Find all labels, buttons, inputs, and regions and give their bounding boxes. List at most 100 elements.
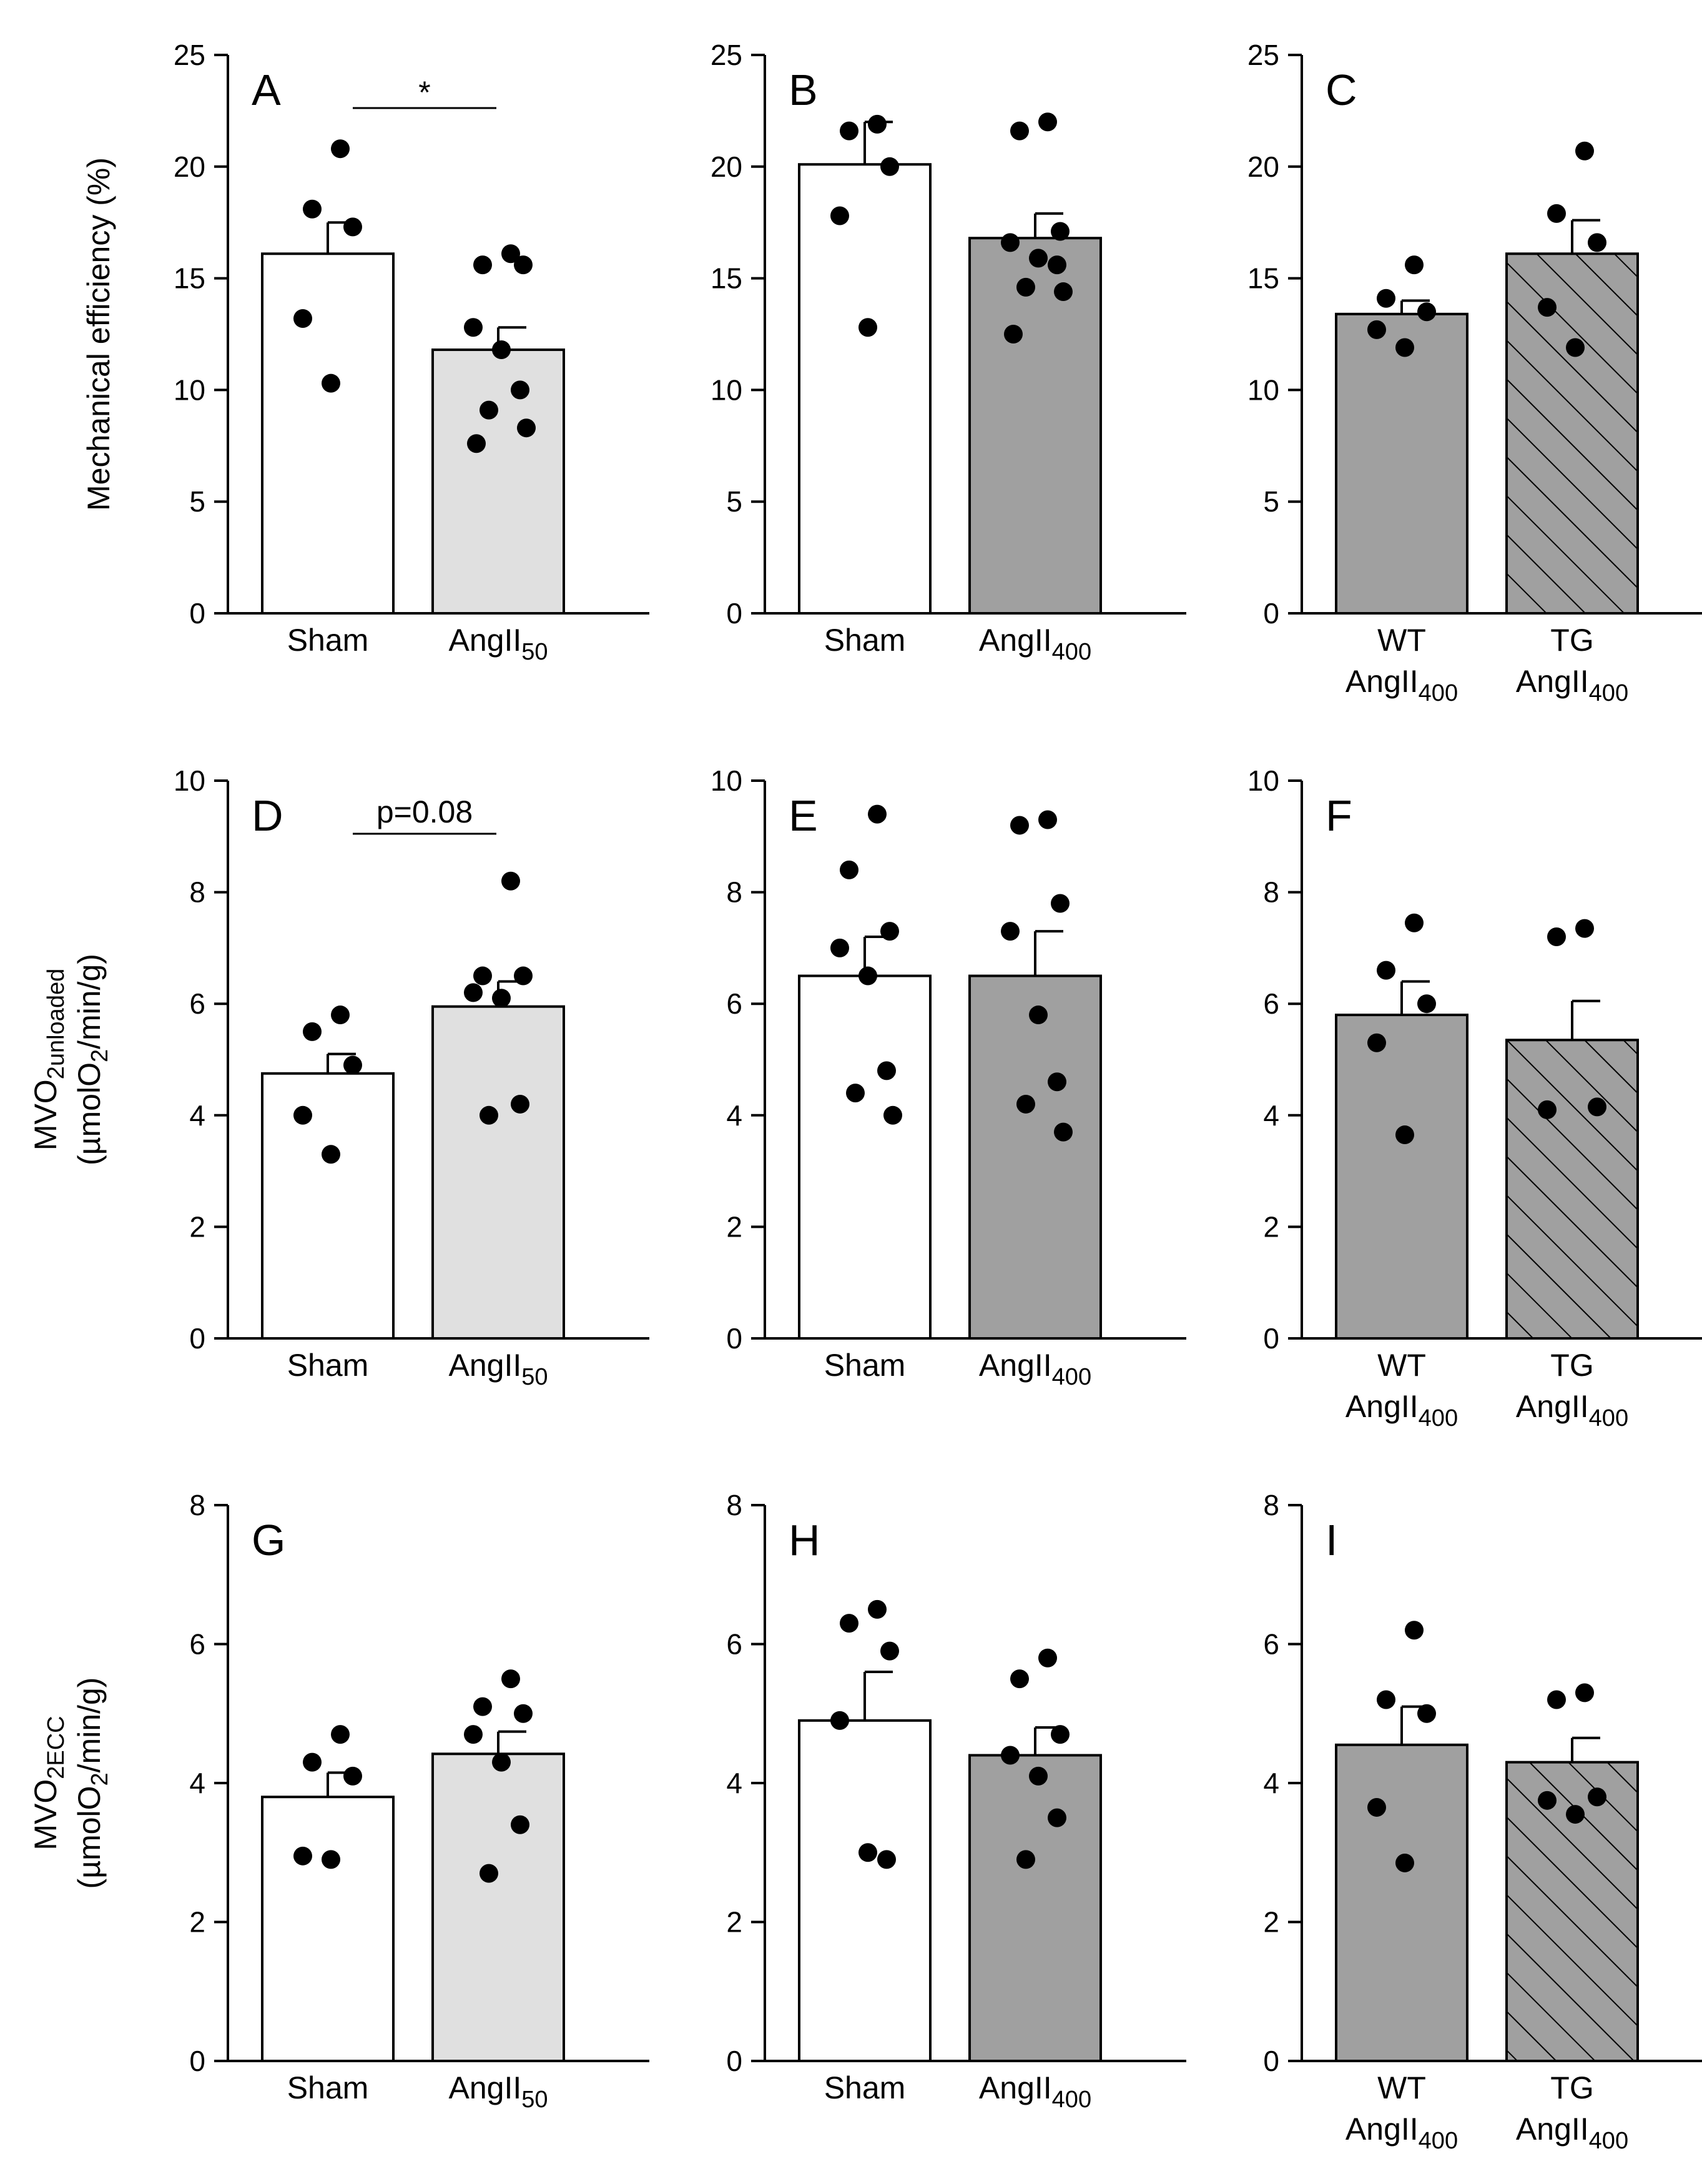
category-label-sub: 400: [1589, 2128, 1628, 2154]
data-point: [880, 157, 899, 176]
y-axis-units-main: (µmolO: [72, 1062, 107, 1165]
panel-letter: A: [252, 66, 281, 114]
panel-e: 0 2 4 6 8 10 E Sham AngII400: [711, 764, 1186, 1390]
category-label-sub: 400: [1419, 680, 1458, 706]
bar: [431, 1005, 565, 1340]
data-point: [1016, 1094, 1035, 1114]
category-label-line2: AngII400: [1516, 664, 1628, 706]
y-tick-label: 6: [1263, 1628, 1279, 1661]
category-label-main: AngII: [1516, 664, 1589, 699]
category-label: TG: [1550, 1348, 1593, 1383]
data-point: [1054, 282, 1073, 302]
bar: [798, 1719, 932, 2062]
data-point: [1001, 922, 1020, 941]
data-point: [343, 1766, 362, 1786]
bar: [1335, 312, 1468, 615]
data-point: [1038, 112, 1057, 132]
y-tick-label: 4: [1263, 1099, 1279, 1132]
data-point: [1547, 927, 1566, 947]
y-tick-label: 8: [1263, 1489, 1279, 1521]
category-label-sub: 400: [1052, 1364, 1091, 1390]
data-point: [1538, 1791, 1557, 1810]
category-label-line2: AngII400: [1345, 1389, 1458, 1431]
data-point: [331, 139, 350, 159]
data-point: [1575, 919, 1594, 938]
data-point: [492, 989, 511, 1008]
data-point: [464, 1725, 483, 1744]
category-label: AngII400: [979, 623, 1091, 665]
y-tick-label: 4: [726, 1099, 742, 1132]
category-label-sub: 50: [521, 639, 548, 665]
category-label-main: AngII: [448, 623, 521, 658]
category-label-sub: 400: [1052, 2087, 1091, 2113]
y-tick-label: 10: [174, 373, 205, 406]
y-tick-label: 6: [189, 987, 205, 1020]
category-label-main: AngII: [1345, 1389, 1419, 1424]
panel-letter: F: [1326, 791, 1352, 840]
category-label-main: AngII: [1345, 664, 1419, 699]
y-tick-label: 20: [711, 151, 742, 183]
data-point: [1016, 277, 1035, 297]
y-axis-label: MVO2unloaded: [28, 969, 69, 1150]
y-tick-label: 0: [189, 1322, 205, 1355]
category-label: Sham: [824, 1348, 906, 1383]
y-axis-label: MVO2ECC: [28, 1716, 69, 1850]
data-point: [1547, 204, 1566, 223]
category-label-sub: 400: [1419, 2128, 1458, 2154]
y-tick-label: 0: [726, 597, 742, 630]
data-point: [877, 1061, 896, 1080]
data-point: [830, 206, 849, 225]
category-label-main: Sham: [287, 2070, 369, 2105]
data-point: [1367, 1033, 1386, 1052]
category-label-main: Sham: [824, 2070, 906, 2105]
y-axis-label-sub: 2ECC: [43, 1716, 69, 1779]
data-point: [1004, 325, 1023, 343]
data-point: [1367, 1797, 1386, 1817]
data-point: [1588, 1097, 1606, 1117]
data-point: [1405, 255, 1424, 275]
data-point: [467, 434, 486, 453]
data-point: [1029, 1006, 1048, 1025]
y-tick-label: 0: [1263, 597, 1279, 630]
data-point: [858, 1843, 877, 1862]
category-label: Sham: [287, 623, 369, 658]
data-point: [511, 380, 529, 400]
bar: [1505, 252, 1639, 615]
y-tick-label: 5: [726, 485, 742, 518]
y-tick-label: 8: [726, 876, 742, 909]
data-point: [1566, 338, 1585, 357]
y-tick-label: 4: [726, 1767, 742, 1799]
significance-label: p=0.08: [376, 794, 473, 829]
data-point: [1538, 1100, 1557, 1119]
category-label-main: AngII: [979, 623, 1052, 658]
category-label: AngII400: [979, 2070, 1091, 2113]
category-label-sub: 400: [1589, 680, 1628, 706]
data-point: [1377, 961, 1395, 980]
data-point: [1029, 1766, 1048, 1786]
y-axis-units-main: (µmolO: [72, 1786, 107, 1889]
y-tick-label: 5: [189, 485, 205, 518]
data-point: [1016, 1850, 1035, 1869]
y-tick-label: 25: [1247, 39, 1279, 71]
category-label-line2: AngII400: [1516, 1389, 1628, 1431]
data-point: [473, 966, 492, 986]
y-tick-label: 2: [1263, 1210, 1279, 1243]
category-label-main: Sham: [287, 623, 369, 658]
y-tick-label: 2: [726, 1210, 742, 1243]
y-axis-units: (µmolO2/min/g): [72, 1678, 113, 1889]
y-axis-label-main: MVO: [28, 1779, 63, 1850]
panel-h: 0 2 4 6 8 H Sham AngII400: [726, 1489, 1186, 2113]
data-point: [830, 938, 849, 957]
data-point: [1417, 302, 1436, 322]
data-point: [501, 871, 520, 891]
data-point: [1377, 289, 1395, 308]
data-point: [293, 309, 312, 328]
data-point: [1001, 1746, 1020, 1765]
category-label-sub: 50: [521, 1364, 548, 1390]
panel-letter: E: [789, 791, 818, 840]
data-point: [1010, 121, 1029, 141]
bar: [1505, 1039, 1639, 1340]
bar: [968, 1754, 1102, 2062]
data-point: [514, 255, 533, 275]
